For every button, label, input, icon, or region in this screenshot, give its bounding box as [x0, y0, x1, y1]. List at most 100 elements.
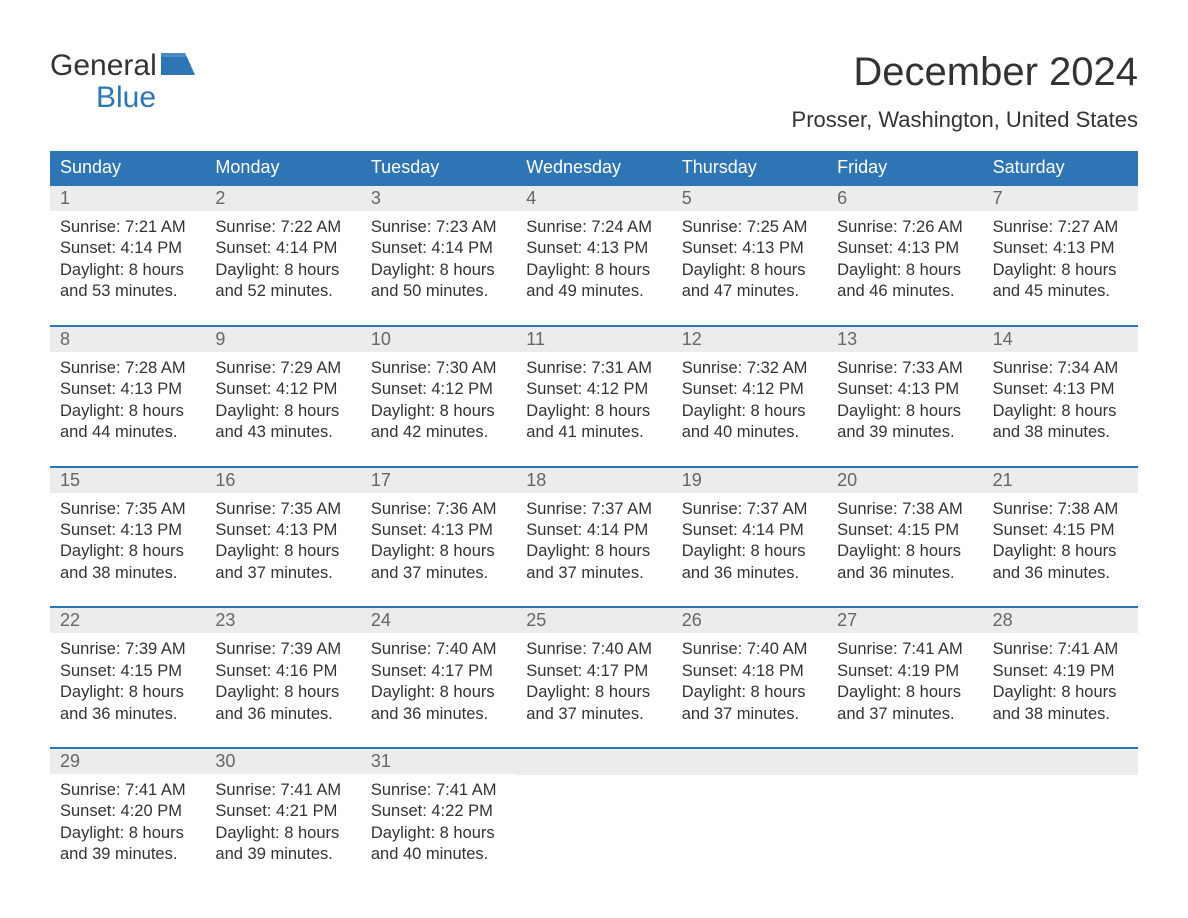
- sunrise-text: Sunrise: 7:28 AM: [60, 358, 195, 379]
- sunrise-text: Sunrise: 7:41 AM: [215, 780, 350, 801]
- sunrise-text: Sunrise: 7:33 AM: [837, 358, 972, 379]
- daylight-text: Daylight: 8 hours: [215, 682, 350, 703]
- day-number: [672, 749, 827, 775]
- sunset-text: Sunset: 4:12 PM: [682, 379, 817, 400]
- daylight-text: and 36 minutes.: [837, 563, 972, 584]
- day-number: 28: [983, 608, 1138, 633]
- sunrise-text: Sunrise: 7:35 AM: [215, 499, 350, 520]
- sunrise-text: Sunrise: 7:29 AM: [215, 358, 350, 379]
- daylight-text: and 36 minutes.: [371, 704, 506, 725]
- calendar-day: 4Sunrise: 7:24 AMSunset: 4:13 PMDaylight…: [516, 186, 671, 307]
- daylight-text: and 53 minutes.: [60, 281, 195, 302]
- daylight-text: and 38 minutes.: [60, 563, 195, 584]
- day-details: Sunrise: 7:24 AMSunset: 4:13 PMDaylight:…: [516, 211, 671, 307]
- sunset-text: Sunset: 4:13 PM: [682, 238, 817, 259]
- daylight-text: Daylight: 8 hours: [371, 260, 506, 281]
- calendar-day: 26Sunrise: 7:40 AMSunset: 4:18 PMDayligh…: [672, 608, 827, 729]
- day-number: 10: [361, 327, 516, 352]
- day-details: Sunrise: 7:31 AMSunset: 4:12 PMDaylight:…: [516, 352, 671, 448]
- day-number: 24: [361, 608, 516, 633]
- calendar-day: 23Sunrise: 7:39 AMSunset: 4:16 PMDayligh…: [205, 608, 360, 729]
- sunset-text: Sunset: 4:18 PM: [682, 661, 817, 682]
- daylight-text: Daylight: 8 hours: [60, 260, 195, 281]
- daylight-text: Daylight: 8 hours: [371, 401, 506, 422]
- sunset-text: Sunset: 4:14 PM: [371, 238, 506, 259]
- daylight-text: Daylight: 8 hours: [837, 541, 972, 562]
- sunset-text: Sunset: 4:13 PM: [993, 238, 1128, 259]
- day-details: Sunrise: 7:41 AMSunset: 4:19 PMDaylight:…: [983, 633, 1138, 729]
- day-number: 21: [983, 468, 1138, 493]
- daylight-text: Daylight: 8 hours: [682, 401, 817, 422]
- sunset-text: Sunset: 4:17 PM: [371, 661, 506, 682]
- logo-text-general: General: [50, 50, 157, 82]
- daylight-text: Daylight: 8 hours: [60, 682, 195, 703]
- sunrise-text: Sunrise: 7:35 AM: [60, 499, 195, 520]
- day-number: 12: [672, 327, 827, 352]
- sunset-text: Sunset: 4:13 PM: [60, 379, 195, 400]
- day-details: Sunrise: 7:40 AMSunset: 4:17 PMDaylight:…: [516, 633, 671, 729]
- calendar: Sunday Monday Tuesday Wednesday Thursday…: [50, 151, 1138, 870]
- sunrise-text: Sunrise: 7:24 AM: [526, 217, 661, 238]
- brand-logo: General Blue: [50, 50, 195, 113]
- daylight-text: and 40 minutes.: [682, 422, 817, 443]
- sunset-text: Sunset: 4:22 PM: [371, 801, 506, 822]
- day-details: Sunrise: 7:33 AMSunset: 4:13 PMDaylight:…: [827, 352, 982, 448]
- day-number: 9: [205, 327, 360, 352]
- day-number: 29: [50, 749, 205, 774]
- sunset-text: Sunset: 4:16 PM: [215, 661, 350, 682]
- sunset-text: Sunset: 4:13 PM: [837, 238, 972, 259]
- daylight-text: Daylight: 8 hours: [215, 823, 350, 844]
- dow-thursday: Thursday: [672, 151, 827, 184]
- calendar-day: 3Sunrise: 7:23 AMSunset: 4:14 PMDaylight…: [361, 186, 516, 307]
- sunrise-text: Sunrise: 7:34 AM: [993, 358, 1128, 379]
- day-details: Sunrise: 7:38 AMSunset: 4:15 PMDaylight:…: [827, 493, 982, 589]
- dow-wednesday: Wednesday: [516, 151, 671, 184]
- calendar-day: 8Sunrise: 7:28 AMSunset: 4:13 PMDaylight…: [50, 327, 205, 448]
- daylight-text: and 39 minutes.: [60, 844, 195, 865]
- day-number: 5: [672, 186, 827, 211]
- daylight-text: Daylight: 8 hours: [682, 682, 817, 703]
- daylight-text: and 36 minutes.: [215, 704, 350, 725]
- day-details: Sunrise: 7:25 AMSunset: 4:13 PMDaylight:…: [672, 211, 827, 307]
- day-details: Sunrise: 7:38 AMSunset: 4:15 PMDaylight:…: [983, 493, 1138, 589]
- sunset-text: Sunset: 4:19 PM: [993, 661, 1128, 682]
- calendar-day: 7Sunrise: 7:27 AMSunset: 4:13 PMDaylight…: [983, 186, 1138, 307]
- day-details: Sunrise: 7:41 AMSunset: 4:20 PMDaylight:…: [50, 774, 205, 870]
- daylight-text: and 37 minutes.: [682, 704, 817, 725]
- dow-monday: Monday: [205, 151, 360, 184]
- day-number: 16: [205, 468, 360, 493]
- day-number: 15: [50, 468, 205, 493]
- sunset-text: Sunset: 4:14 PM: [526, 520, 661, 541]
- day-details: Sunrise: 7:40 AMSunset: 4:18 PMDaylight:…: [672, 633, 827, 729]
- calendar-week: 1Sunrise: 7:21 AMSunset: 4:14 PMDaylight…: [50, 184, 1138, 307]
- sunrise-text: Sunrise: 7:40 AM: [526, 639, 661, 660]
- calendar-day: [983, 749, 1138, 870]
- daylight-text: and 36 minutes.: [60, 704, 195, 725]
- daylight-text: and 39 minutes.: [837, 422, 972, 443]
- day-number: 18: [516, 468, 671, 493]
- day-number: [516, 749, 671, 775]
- sunrise-text: Sunrise: 7:41 AM: [837, 639, 972, 660]
- calendar-day: 27Sunrise: 7:41 AMSunset: 4:19 PMDayligh…: [827, 608, 982, 729]
- page-header: General Blue December 2024 Prosser, Wash…: [50, 50, 1138, 143]
- day-details: Sunrise: 7:28 AMSunset: 4:13 PMDaylight:…: [50, 352, 205, 448]
- day-number: 27: [827, 608, 982, 633]
- daylight-text: Daylight: 8 hours: [993, 541, 1128, 562]
- day-details: Sunrise: 7:40 AMSunset: 4:17 PMDaylight:…: [361, 633, 516, 729]
- sunrise-text: Sunrise: 7:39 AM: [215, 639, 350, 660]
- daylight-text: Daylight: 8 hours: [526, 682, 661, 703]
- sunrise-text: Sunrise: 7:27 AM: [993, 217, 1128, 238]
- day-details: Sunrise: 7:29 AMSunset: 4:12 PMDaylight:…: [205, 352, 360, 448]
- sunset-text: Sunset: 4:12 PM: [215, 379, 350, 400]
- day-details: Sunrise: 7:41 AMSunset: 4:21 PMDaylight:…: [205, 774, 360, 870]
- sunset-text: Sunset: 4:15 PM: [60, 661, 195, 682]
- day-number: 2: [205, 186, 360, 211]
- calendar-day: 22Sunrise: 7:39 AMSunset: 4:15 PMDayligh…: [50, 608, 205, 729]
- sunset-text: Sunset: 4:13 PM: [993, 379, 1128, 400]
- day-details: Sunrise: 7:21 AMSunset: 4:14 PMDaylight:…: [50, 211, 205, 307]
- day-details: Sunrise: 7:41 AMSunset: 4:22 PMDaylight:…: [361, 774, 516, 870]
- day-details: Sunrise: 7:23 AMSunset: 4:14 PMDaylight:…: [361, 211, 516, 307]
- sunset-text: Sunset: 4:19 PM: [837, 661, 972, 682]
- sunrise-text: Sunrise: 7:36 AM: [371, 499, 506, 520]
- calendar-day: 13Sunrise: 7:33 AMSunset: 4:13 PMDayligh…: [827, 327, 982, 448]
